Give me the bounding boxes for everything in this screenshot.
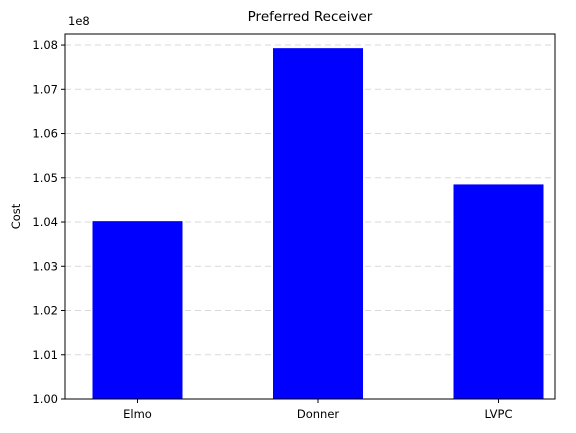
chart-title: Preferred Receiver	[248, 9, 373, 25]
y-tick-label: 1.08	[32, 38, 58, 52]
x-tick-label: Elmo	[123, 407, 152, 421]
x-tick-label: LVPC	[485, 407, 513, 421]
bars	[92, 48, 544, 399]
y-axis-ticks: 1.00 1.01 1.02 1.03 1.04 1.05 1.06 1.07 1.08	[32, 38, 65, 406]
y-tick-label: 1.07	[32, 82, 58, 96]
y-tick-label: 1.00	[32, 392, 58, 406]
y-tick-label: 1.04	[32, 215, 58, 229]
y-tick-label: 1.06	[32, 127, 58, 141]
y-tick-label: 1.01	[32, 348, 58, 362]
y-tick-label: 1.05	[32, 171, 58, 185]
y-axis-offset-label: 1e8	[68, 14, 90, 28]
plot-frame	[64, 33, 556, 400]
x-tick-label: Donner	[297, 407, 340, 421]
bar-donner	[273, 48, 363, 399]
x-axis-ticks: Elmo Donner LVPC	[123, 399, 512, 421]
y-tick-label: 1.02	[32, 304, 58, 318]
bar-elmo	[92, 221, 183, 399]
bar-lvpc	[453, 184, 544, 399]
y-axis-label: Cost	[9, 203, 23, 229]
y-tick-label: 1.03	[32, 259, 58, 273]
